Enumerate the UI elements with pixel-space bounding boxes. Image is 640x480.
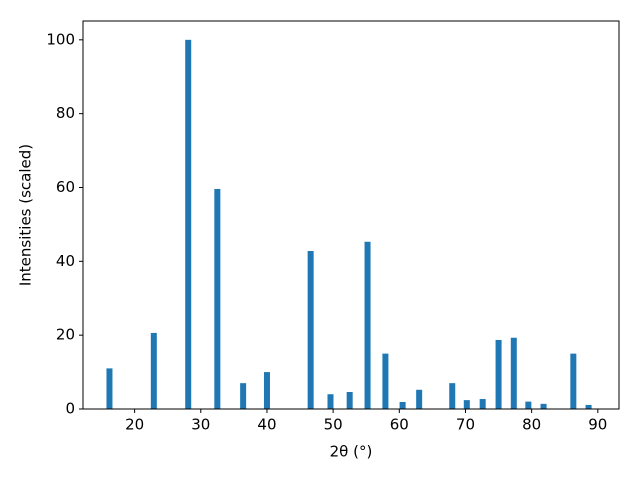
bar: [106, 368, 113, 409]
bar: [570, 353, 577, 409]
bar: [263, 372, 270, 409]
x-tick-label: 60: [390, 416, 409, 434]
bar: [510, 337, 517, 409]
y-tick-label: 100: [46, 30, 75, 48]
bar: [585, 404, 592, 409]
y-axis-label: Intensities (scaled): [17, 144, 35, 286]
bar: [214, 188, 221, 409]
x-tick-label: 70: [456, 416, 475, 434]
y-tick-label: 40: [56, 252, 75, 270]
bar: [346, 392, 353, 409]
bar: [327, 394, 334, 409]
x-tick-label: 80: [522, 416, 541, 434]
bar: [479, 399, 486, 409]
bar: [540, 403, 547, 409]
y-tick-label: 80: [56, 104, 75, 122]
bar: [525, 401, 532, 409]
bar: [382, 353, 389, 409]
bar: [463, 400, 470, 409]
plot-frame: [82, 20, 620, 410]
y-tick-label: 20: [56, 326, 75, 344]
bar: [495, 339, 502, 409]
x-tick-label: 20: [125, 416, 144, 434]
bar: [449, 383, 456, 409]
bar: [364, 241, 371, 409]
bar: [416, 389, 423, 409]
bar: [185, 39, 192, 409]
bar: [150, 332, 157, 409]
y-tick-label: 60: [56, 178, 75, 196]
bar: [307, 250, 314, 409]
x-tick-label: 50: [324, 416, 343, 434]
y-tick-label: 0: [65, 400, 75, 418]
x-tick-label: 30: [191, 416, 210, 434]
x-axis-label: 2θ (°): [330, 443, 373, 461]
x-tick-label: 40: [257, 416, 276, 434]
bar: [240, 383, 247, 409]
x-tick-label: 90: [588, 416, 607, 434]
bar: [399, 401, 406, 409]
